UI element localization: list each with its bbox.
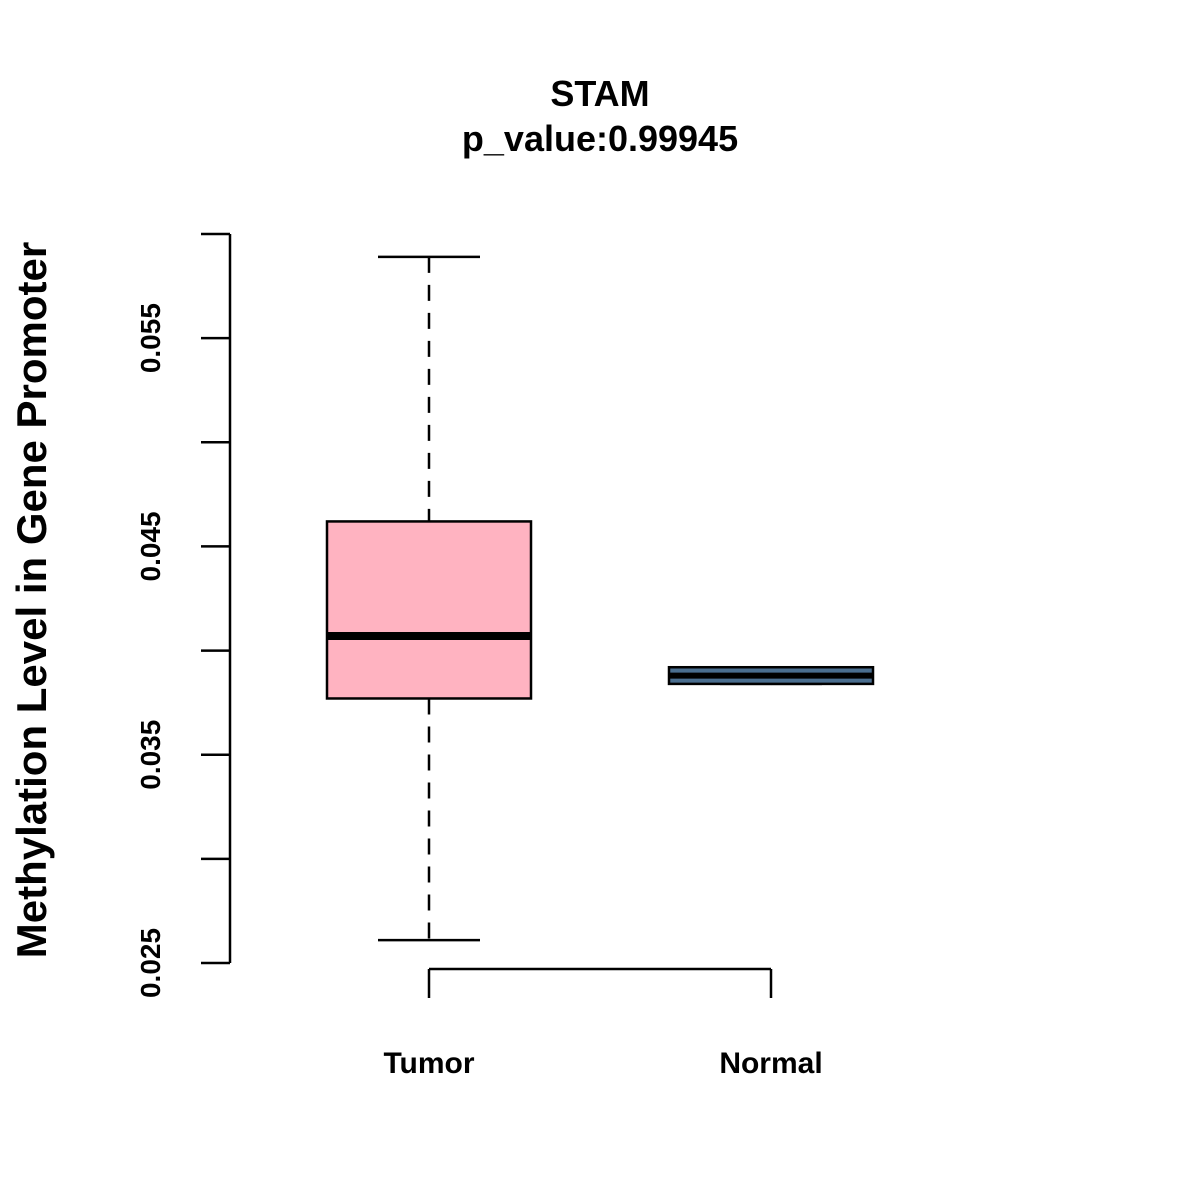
- y-tick-label: 0.045: [135, 511, 166, 581]
- y-tick-label: 0.035: [135, 720, 166, 790]
- box-tumor: [325, 255, 533, 942]
- x-axis: Tumor Normal: [383, 967, 823, 1080]
- box-normal: [667, 665, 875, 686]
- box-iqr: [325, 520, 533, 700]
- boxes: [325, 255, 875, 942]
- chart-title: STAM: [550, 73, 649, 114]
- y-tick-label: 0.055: [135, 303, 166, 373]
- y-axis-label: Methylation Level in Gene Promoter: [8, 242, 55, 958]
- x-tick-label-normal: Normal: [719, 1047, 822, 1080]
- y-axis: 0.025 0.035 0.045 0.055: [135, 232, 232, 998]
- y-tick-label: 0.025: [135, 928, 166, 998]
- chart-subtitle: p_value:0.99945: [462, 118, 738, 159]
- x-tick-label-tumor: Tumor: [383, 1047, 474, 1080]
